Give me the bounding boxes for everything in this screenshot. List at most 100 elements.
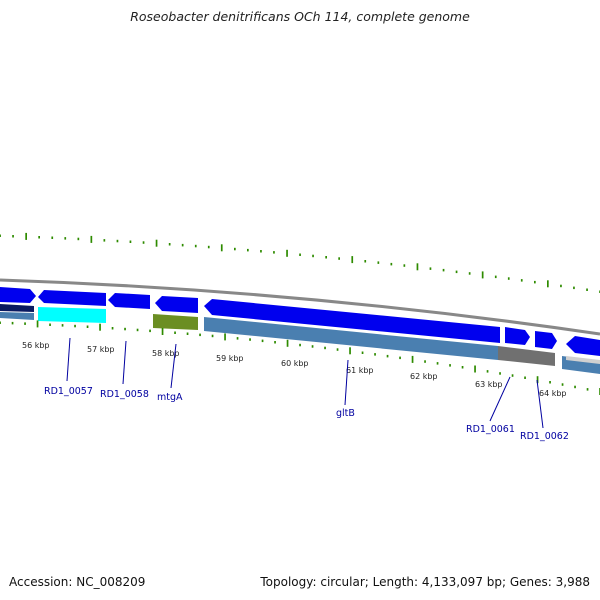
inner-tick xyxy=(574,385,576,389)
outer-tick xyxy=(520,279,523,282)
inner-tick xyxy=(149,329,151,333)
inner-tick xyxy=(411,355,414,363)
inner-tick xyxy=(249,338,251,341)
outer-tick xyxy=(299,253,301,256)
inner-tick xyxy=(199,333,201,337)
outer-tick xyxy=(220,244,223,252)
outer-tick xyxy=(338,257,340,260)
kbp-label-56: 56 kbp xyxy=(22,341,50,350)
gene-rd1-0056-rna xyxy=(0,312,34,320)
map-title: Roseobacter denitrificans OCh 114, compl… xyxy=(130,9,470,24)
inner-tick xyxy=(299,343,301,347)
cds-rd1-0056[interactable] xyxy=(0,287,36,303)
inner-tick xyxy=(161,328,164,335)
outer-tick xyxy=(534,280,536,284)
kbp-label-64: 64 kbp xyxy=(539,389,567,398)
outer-tick xyxy=(351,256,354,264)
inner-tick xyxy=(399,356,401,360)
inner-tick xyxy=(524,376,526,379)
outer-tick xyxy=(273,251,275,254)
gene-mtga[interactable] xyxy=(153,314,198,330)
kbp-label-60: 60 kbp xyxy=(281,359,309,368)
gene-label-rd1-0057[interactable]: RD1_0057 xyxy=(44,386,93,397)
inner-tick xyxy=(511,374,514,377)
outer-tick xyxy=(442,268,445,272)
inner-tick xyxy=(274,341,276,344)
inner-tick xyxy=(211,334,214,338)
inner-tick xyxy=(449,364,451,367)
outer-tick xyxy=(51,236,54,239)
inner-tick xyxy=(549,381,551,384)
outer-tick xyxy=(129,240,132,243)
inner-tick xyxy=(224,333,226,341)
cds-rd1-0062[interactable] xyxy=(535,331,557,349)
outer-tick xyxy=(364,260,367,263)
outer-tick xyxy=(234,247,236,251)
inner-tick xyxy=(324,346,326,350)
backbone-line xyxy=(0,278,600,336)
inner-tick xyxy=(61,324,64,327)
inner-tick xyxy=(0,321,1,324)
outer-tick xyxy=(207,245,210,249)
outer-tick-arc xyxy=(0,232,600,293)
outer-tick xyxy=(390,262,393,266)
inner-tick xyxy=(99,323,101,331)
inner-tick xyxy=(474,365,476,373)
inner-tick xyxy=(536,376,539,384)
inner-tick xyxy=(424,360,426,363)
gene-label-rd1-0061[interactable]: RD1_0061 xyxy=(466,424,515,435)
outer-tick xyxy=(377,261,380,264)
outer-tick xyxy=(586,288,588,291)
outer-tick xyxy=(403,264,406,267)
cds-mtga[interactable] xyxy=(155,296,198,313)
cds-gltb[interactable] xyxy=(204,299,500,343)
outer-tick xyxy=(260,250,262,253)
kbp-label-63: 63 kbp xyxy=(475,380,503,389)
outer-tick xyxy=(0,234,1,237)
gene-label-rd1-0062[interactable]: RD1_0062 xyxy=(520,431,569,442)
outer-tick xyxy=(468,272,471,275)
inner-tick xyxy=(174,331,176,334)
outer-tick xyxy=(455,270,458,274)
gene-rd1-0061[interactable] xyxy=(498,346,555,366)
gene-label-gltb[interactable]: gltB xyxy=(336,408,355,419)
outer-tick xyxy=(168,243,171,246)
outer-tick xyxy=(325,256,327,259)
accession-text: Accession: NC_008209 xyxy=(9,575,146,589)
cds-rd1-0061[interactable] xyxy=(505,327,530,345)
inner-tick xyxy=(586,388,589,391)
gene-rd1-0057[interactable] xyxy=(38,307,106,323)
outer-tick xyxy=(247,248,249,252)
outer-tick xyxy=(312,254,314,258)
cds-rd1-0057[interactable] xyxy=(38,290,106,306)
outer-tick xyxy=(429,267,432,270)
inner-tick xyxy=(86,325,89,328)
outer-tick xyxy=(77,237,80,241)
inner-tick xyxy=(374,353,376,356)
leader-rd1-0061 xyxy=(489,376,511,422)
cds-rd1-0063[interactable] xyxy=(566,336,600,356)
gene-gltb[interactable] xyxy=(204,317,498,360)
leader-gltb xyxy=(344,359,349,406)
cds-rd1-0058[interactable] xyxy=(108,293,150,309)
inner-tick xyxy=(36,320,39,328)
kbp-label-61: 61 kbp xyxy=(346,366,374,375)
inner-tick xyxy=(124,327,126,331)
kbp-label-62: 62 kbp xyxy=(410,372,438,381)
inner-tick xyxy=(11,321,14,325)
outer-tick xyxy=(25,232,27,240)
gene-label-mtga[interactable]: mtgA xyxy=(157,392,183,403)
inner-tick xyxy=(236,337,239,340)
inner-tick xyxy=(286,339,289,347)
gene-label-rd1-0058[interactable]: RD1_0058 xyxy=(100,389,149,400)
outer-tick xyxy=(142,241,145,244)
inner-tick xyxy=(186,332,189,335)
inner-tick xyxy=(461,366,464,369)
leader-rd1-0058 xyxy=(122,340,127,385)
outer-tick xyxy=(286,249,288,257)
gene-rd1-0056[interactable] xyxy=(0,304,34,312)
inner-tick xyxy=(361,351,364,354)
outer-tick xyxy=(12,235,14,238)
